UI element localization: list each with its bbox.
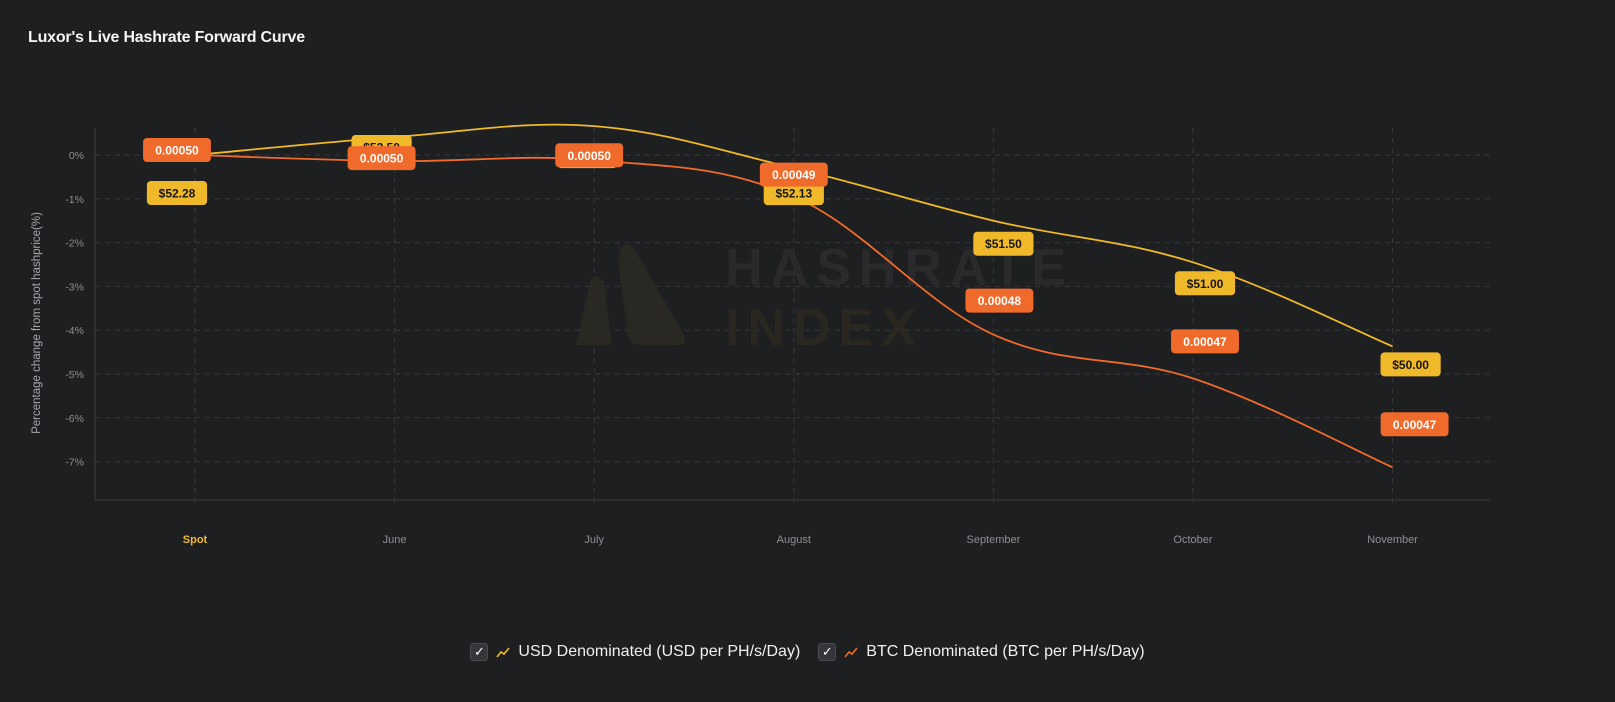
svg-text:$52.13: $52.13: [775, 187, 812, 201]
data-labels: $52.28$52.50$52.63$52.13$51.50$51.00$50.…: [143, 135, 1449, 437]
svg-text:0.00047: 0.00047: [1183, 335, 1227, 349]
legend-item-usd[interactable]: ✓ USD Denominated (USD per PH/s/Day): [470, 643, 800, 661]
svg-text:0.00049: 0.00049: [772, 168, 816, 182]
svg-text:0.00050: 0.00050: [360, 152, 404, 166]
x-tick-label: August: [777, 534, 811, 546]
svg-text:$51.00: $51.00: [1187, 277, 1224, 291]
btc-data-label: 0.00049: [759, 162, 828, 187]
btc-data-label: 0.00050: [143, 138, 211, 162]
usd-data-label: $51.50: [973, 231, 1034, 256]
y-tick-label: -1%: [65, 194, 84, 206]
btc-checkbox[interactable]: ✓: [818, 643, 837, 661]
usd-data-label: $52.13: [763, 181, 824, 206]
btc-data-label: 0.00050: [555, 143, 624, 168]
svg-text:$50.00: $50.00: [1392, 358, 1429, 372]
legend: ✓ USD Denominated (USD per PH/s/Day) ✓ B…: [0, 643, 1615, 661]
y-tick-label: -5%: [65, 369, 84, 381]
svg-text:$52.28: $52.28: [159, 187, 196, 201]
btc-data-label: 0.00048: [965, 288, 1034, 313]
y-tick-label: -3%: [65, 281, 84, 293]
y-axis-label: Percentage change from spot hashprice(%): [31, 212, 43, 434]
line-chart-icon: [844, 647, 858, 658]
x-tick-label: June: [383, 534, 407, 546]
legend-item-btc[interactable]: ✓ BTC Denominated (BTC per PH/s/Day): [818, 643, 1145, 661]
axes: 0% -1% -2% -3% -4% -5% -6% -7% Spot June July Augus…: [65, 128, 1490, 546]
x-tick-label: July: [584, 534, 604, 546]
svg-text:0.00050: 0.00050: [155, 144, 199, 158]
btc-data-label: 0.00047: [1171, 329, 1239, 354]
y-tick-label: -2%: [65, 238, 84, 250]
y-tick-label: -6%: [65, 413, 84, 425]
usd-data-label: $51.00: [1174, 271, 1236, 296]
usd-data-label: $50.00: [1380, 352, 1441, 377]
y-tick-label: -7%: [65, 457, 84, 469]
usd-data-label: $52.28: [146, 181, 208, 205]
usd-checkbox[interactable]: ✓: [470, 643, 489, 661]
chart-title: Luxor's Live Hashrate Forward Curve: [28, 29, 305, 46]
svg-text:0.00047: 0.00047: [1393, 418, 1437, 432]
svg-text:0.00050: 0.00050: [568, 149, 612, 163]
x-tick-label: October: [1173, 534, 1212, 546]
legend-label-btc: BTC Denominated (BTC per PH/s/Day): [866, 643, 1145, 660]
x-tick-label: November: [1367, 534, 1418, 546]
y-tick-label: -4%: [65, 325, 84, 337]
legend-label-usd: USD Denominated (USD per PH/s/Day): [518, 643, 801, 660]
y-tick-label: 0%: [69, 150, 84, 162]
x-tick-label: Spot: [183, 534, 208, 546]
btc-data-label: 0.00050: [347, 146, 416, 171]
svg-text:0.00048: 0.00048: [978, 294, 1022, 308]
forward-curve-chart: HASHRATE INDEX 0%-1%-2%-3%-4%-5%-6%-7%Sp…: [31, 123, 1490, 546]
line-chart-icon: [496, 647, 511, 658]
x-tick-label: September: [966, 534, 1020, 546]
btc-data-label: 0.00047: [1380, 412, 1449, 437]
watermark-line2: INDEX: [725, 299, 924, 357]
svg-text:$51.50: $51.50: [985, 237, 1022, 251]
